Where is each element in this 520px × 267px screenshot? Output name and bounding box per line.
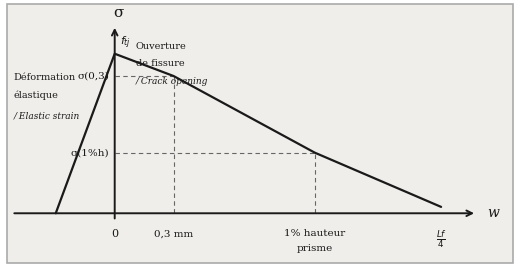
Text: Ouverture: Ouverture bbox=[136, 42, 187, 50]
Text: σ: σ bbox=[114, 6, 124, 20]
Text: 1% hauteur: 1% hauteur bbox=[284, 229, 345, 238]
Text: σ(0,3): σ(0,3) bbox=[77, 72, 109, 81]
Text: de fissure: de fissure bbox=[136, 59, 185, 68]
FancyBboxPatch shape bbox=[7, 4, 513, 263]
Text: 0: 0 bbox=[111, 229, 118, 239]
Text: $f_{tj}$: $f_{tj}$ bbox=[120, 34, 131, 50]
Text: $\frac{Lf}{4}$: $\frac{Lf}{4}$ bbox=[436, 229, 447, 250]
Text: 0,3 mm: 0,3 mm bbox=[154, 229, 193, 238]
Text: / Crack opening: / Crack opening bbox=[136, 77, 208, 86]
Text: / Elastic strain: / Elastic strain bbox=[14, 111, 80, 120]
Text: élastique: élastique bbox=[14, 91, 58, 100]
Text: w: w bbox=[487, 206, 499, 220]
Text: prisme: prisme bbox=[296, 244, 333, 253]
Text: σ(1%h): σ(1%h) bbox=[71, 148, 109, 157]
Text: Déformation: Déformation bbox=[14, 73, 76, 82]
